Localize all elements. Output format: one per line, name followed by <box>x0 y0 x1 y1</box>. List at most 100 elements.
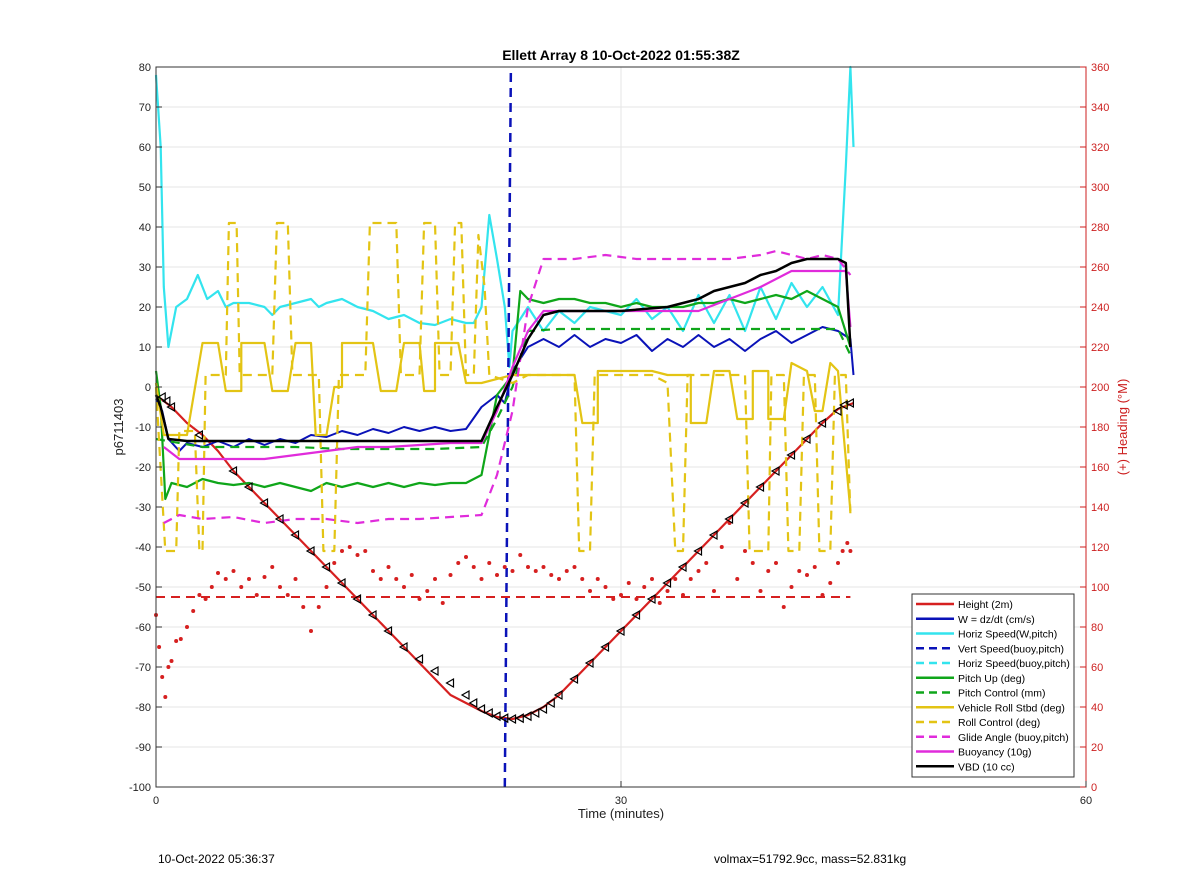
legend-label: Glide Angle (buoy,pitch) <box>958 732 1069 744</box>
height-marker <box>615 625 625 637</box>
y2-tick-label: 280 <box>1091 222 1109 234</box>
height-marker <box>646 593 656 605</box>
heading-dot <box>820 593 825 597</box>
heading-dot <box>657 601 662 605</box>
heading-dot <box>270 565 275 569</box>
heading-dot <box>185 625 189 629</box>
height-marker <box>243 481 253 493</box>
height-marker <box>460 689 470 701</box>
y-tick-label: 60 <box>139 142 151 154</box>
heading-dot <box>766 569 771 573</box>
series-line-5 <box>155 327 852 451</box>
height-marker <box>522 711 532 722</box>
heading-dot <box>285 593 290 597</box>
heading-dot <box>673 577 678 581</box>
heading-dot <box>845 541 850 545</box>
heading-dot <box>425 589 430 593</box>
heading-dot <box>603 585 608 589</box>
heading-dot <box>262 575 267 579</box>
height-marker <box>274 513 284 525</box>
height-marker <box>677 561 687 573</box>
heading-dot <box>549 573 554 577</box>
height-markers <box>156 391 855 725</box>
height-marker <box>832 405 842 417</box>
legend-label: VBD (10 cc) <box>958 761 1015 773</box>
heading-dot <box>735 577 740 581</box>
y2-tick-label: 260 <box>1091 262 1109 274</box>
x-axis-label: Time (minutes) <box>578 806 664 821</box>
y-tick-label: 30 <box>139 262 151 274</box>
height-marker <box>662 577 672 589</box>
heading-dot <box>293 577 298 581</box>
legend-label: Height (2m) <box>958 599 1013 611</box>
y2-tick-label: 320 <box>1091 142 1109 154</box>
y-tick-label: 70 <box>139 102 151 114</box>
heading-dot <box>712 589 716 593</box>
heading-dot <box>696 569 701 573</box>
height-marker <box>546 697 555 709</box>
heading-dot <box>688 577 693 581</box>
height-marker <box>530 707 540 719</box>
heading-dot <box>541 565 546 569</box>
heading-dot <box>805 573 809 577</box>
height-marker <box>429 665 439 677</box>
y-tick-label: -30 <box>135 502 151 514</box>
heading-dot <box>836 561 840 565</box>
heading-dot <box>316 605 321 609</box>
heading-dot <box>223 577 228 581</box>
height-marker <box>259 497 269 509</box>
heading-dot <box>510 569 515 573</box>
footer-volmax-mass: volmax=51792.9cc, mass=52.831kg <box>714 852 907 866</box>
heading-dot <box>704 561 709 565</box>
heading-dot <box>209 585 214 589</box>
heading-dot <box>518 553 523 557</box>
y-tick-label: -20 <box>135 462 151 474</box>
height-marker <box>631 609 641 621</box>
series-line-2 <box>154 65 855 369</box>
heading-dot <box>797 569 802 573</box>
y-tick-label: 10 <box>139 342 151 354</box>
height-marker <box>600 641 610 653</box>
series-line-6 <box>154 341 852 512</box>
heading-dot <box>619 593 623 597</box>
heading-dot <box>495 573 499 577</box>
height-marker <box>161 395 171 407</box>
y-tick-label: -90 <box>135 742 151 754</box>
y2-tick-label: 60 <box>1091 662 1103 674</box>
height-marker <box>538 703 548 715</box>
y2-tick-label: 180 <box>1091 422 1109 434</box>
height-marker <box>228 465 238 477</box>
heading-dot <box>278 585 282 589</box>
heading-dot <box>231 569 236 573</box>
heading-dot <box>254 593 259 597</box>
y-tick-label: 50 <box>139 182 151 194</box>
heading-dot <box>386 565 391 569</box>
height-marker <box>352 593 362 605</box>
heading-dot <box>174 639 179 643</box>
legend-label: Horiz Speed(W,pitch) <box>958 629 1057 641</box>
heading-dot <box>595 577 600 581</box>
height-marker <box>305 545 315 557</box>
y2-tick-label: 120 <box>1091 542 1109 554</box>
height-marker <box>724 513 734 525</box>
heading-dot <box>812 565 817 569</box>
heading-dot <box>580 577 585 581</box>
heading-dot <box>471 565 476 569</box>
y-tick-label: -70 <box>135 662 151 674</box>
height-marker <box>383 625 393 637</box>
y-tick-label: -100 <box>129 782 151 794</box>
heading-dot <box>157 645 162 649</box>
heading-dot <box>332 561 337 565</box>
heading-dot <box>781 605 786 609</box>
heading-dot <box>197 593 202 597</box>
heading-dot <box>840 549 845 553</box>
height-marker <box>484 707 493 719</box>
heading-dot <box>479 577 484 581</box>
chart-title: Ellett Array 8 10-Oct-2022 01:55:38Z <box>502 47 740 63</box>
legend: Height (2m) W = dz/dt (cm/s) Horiz Speed(W… <box>911 593 1075 778</box>
heading-dot <box>448 573 453 577</box>
heading-dot <box>719 545 724 549</box>
legend-label: Buoyancy (10g) <box>958 747 1032 759</box>
heading-dot <box>347 545 352 549</box>
